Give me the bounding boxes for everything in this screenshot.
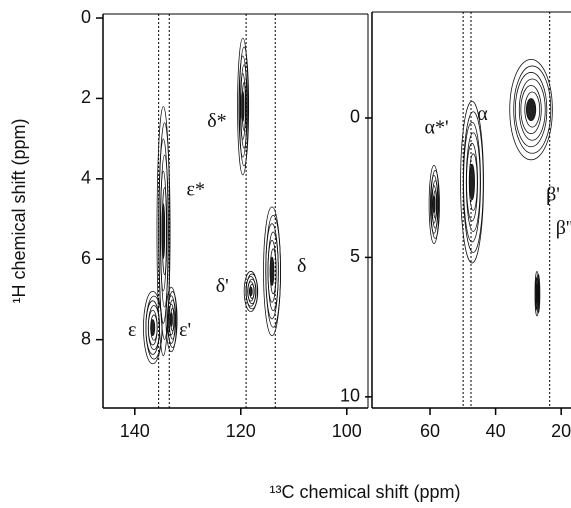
contour: [428, 164, 440, 244]
contour: [169, 312, 173, 328]
x-tick-label: 100: [332, 421, 362, 441]
contour: [524, 91, 541, 128]
contour: [269, 256, 275, 286]
contour: [239, 46, 250, 167]
y-tick-label: 5: [350, 246, 360, 266]
contour: [509, 59, 553, 161]
contour: [432, 195, 436, 214]
contour: [248, 286, 253, 297]
y-tick-label: 0: [81, 7, 91, 27]
y-axis-title: ¹H chemical shift (ppm): [9, 118, 29, 303]
peak-label: α*': [425, 117, 449, 139]
contour: [535, 282, 539, 305]
peak-label: δ': [216, 275, 229, 297]
peak-label: β'': [556, 217, 571, 239]
contour: [535, 276, 539, 311]
panel: α α*' β' β'': [425, 12, 571, 408]
contour: [238, 55, 248, 158]
x-tick-label: 120: [226, 421, 256, 441]
contour: [525, 98, 537, 122]
y-tick-label: 10: [340, 386, 360, 406]
peak-label: ε: [128, 319, 136, 341]
contour: [429, 175, 439, 234]
peak-label: α: [477, 103, 488, 125]
y-tick-label: 0: [350, 107, 360, 127]
peak-label: δ*: [207, 110, 226, 132]
contour: [150, 319, 156, 336]
contour: [240, 64, 248, 149]
contour: [165, 286, 178, 353]
x-tick-label: 60: [420, 421, 440, 441]
contour: [536, 288, 538, 299]
panel: ε* ε ε' δ* δ' δ: [128, 14, 306, 408]
peak-label: β': [546, 184, 560, 206]
contour: [469, 163, 475, 201]
contour: [431, 185, 437, 224]
x-tick-label: 20: [551, 421, 571, 441]
peak-label: ε': [179, 319, 191, 341]
contour: [239, 73, 246, 140]
x-axis-title: ¹³C chemical shift (ppm): [269, 482, 460, 502]
contour: [168, 299, 177, 340]
contour: [513, 65, 552, 154]
y-tick-label: 8: [81, 328, 91, 348]
x-tick-label: 140: [120, 421, 150, 441]
y-tick-label: 4: [81, 168, 91, 188]
contour: [237, 37, 249, 176]
y-tick-label: 2: [81, 87, 91, 107]
peak-label: ε*: [187, 178, 205, 200]
contour: [241, 91, 245, 122]
contour: [161, 203, 166, 259]
contour: [167, 291, 178, 348]
x-tick-label: 40: [486, 421, 506, 441]
contour: [520, 85, 542, 135]
contour: [166, 295, 176, 344]
contour: [168, 303, 175, 336]
contour: [430, 170, 440, 239]
contour: [431, 180, 439, 229]
y-tick-label: 6: [81, 248, 91, 268]
peak-label: δ: [297, 255, 306, 277]
contour: [514, 72, 548, 148]
contour: [518, 78, 546, 141]
